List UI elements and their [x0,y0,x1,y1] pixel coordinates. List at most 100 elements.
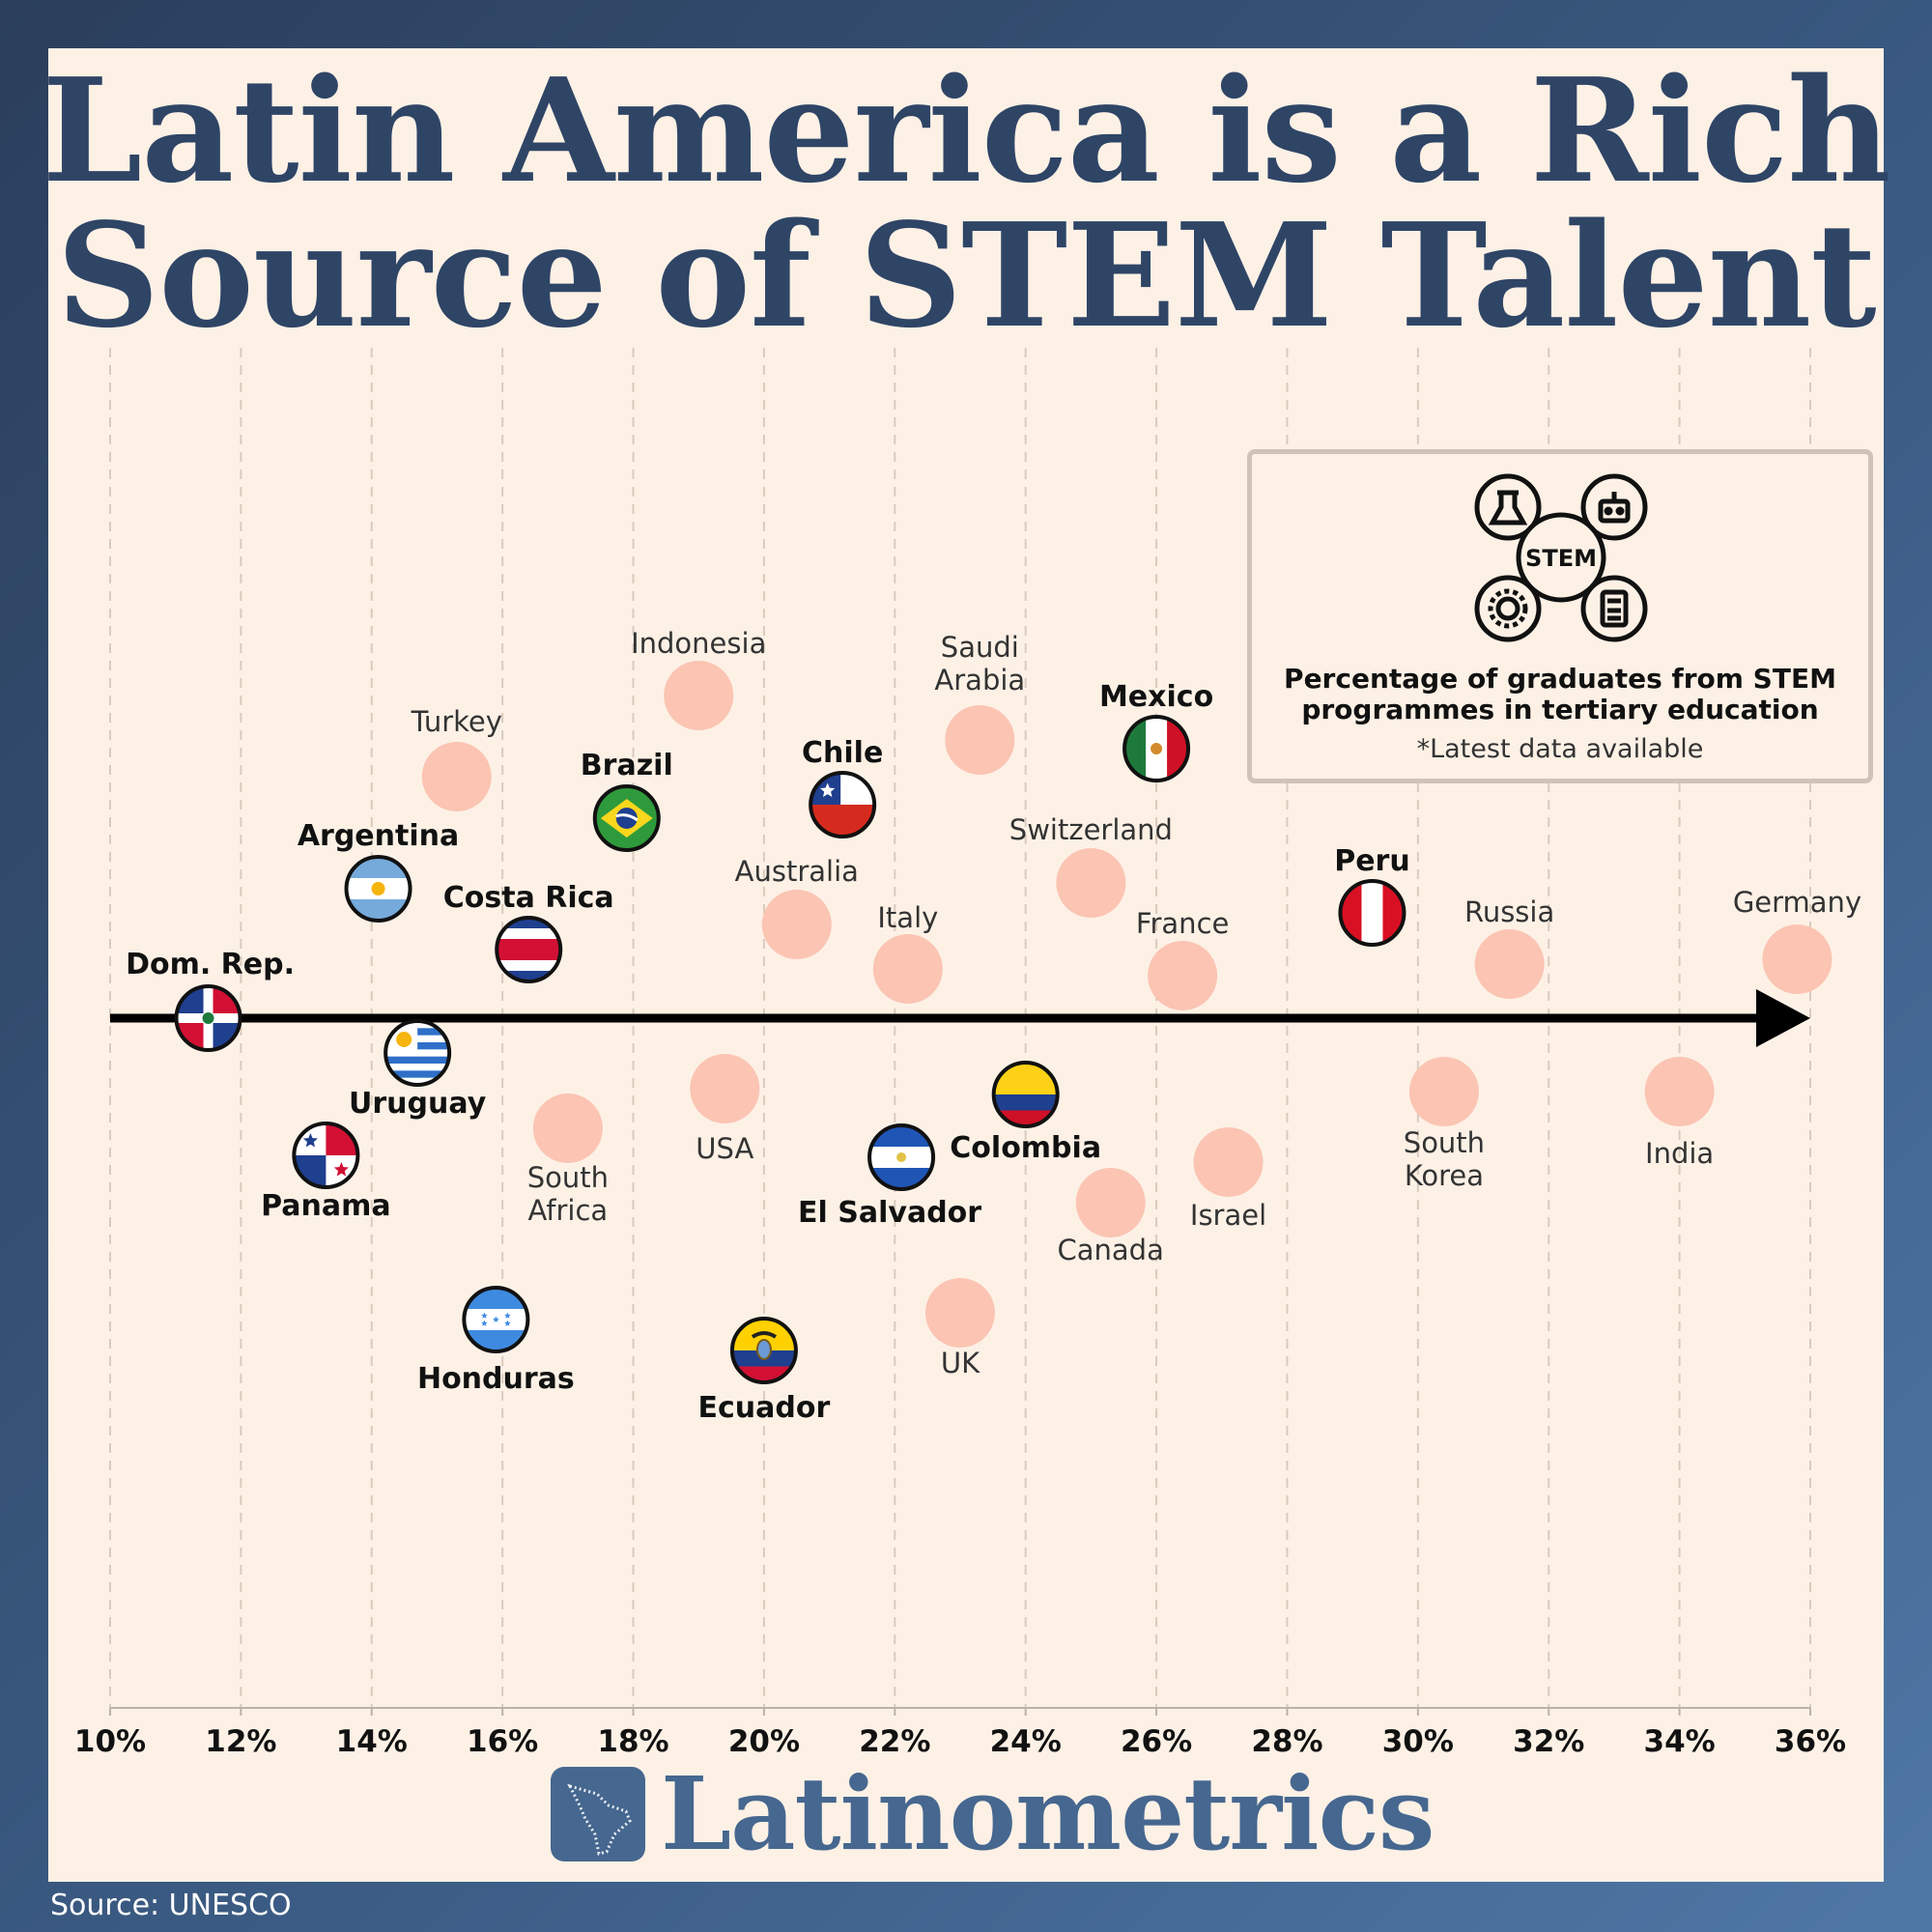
country-marker [592,784,661,852]
x-tick-label: 24% [990,1724,1062,1759]
country-label: Chile [802,736,883,770]
stem-icon-label: STEM [1525,545,1597,572]
country-dot [872,934,943,1004]
x-tick-label: 10% [74,1724,146,1759]
x-tick-label: 32% [1513,1724,1584,1759]
country-label: France [1136,907,1229,940]
country-label: Ecuador [698,1391,831,1425]
brand: Latinometrics [551,1754,1435,1873]
country-marker [991,1061,1060,1128]
country-label: Canada [1058,1234,1164,1266]
flag-outline [991,1061,1060,1128]
flag-outline [729,1317,798,1384]
flag-outline [867,1123,936,1191]
country-label: Italy [877,901,938,934]
country-marker [1122,715,1191,782]
country-dot [532,1094,603,1163]
flag-outline [1122,715,1191,782]
country-dot [1193,1127,1264,1197]
title-line-1: Latin America is a Rich [42,46,1890,214]
country-label: Saudi Arabia [934,631,1025,696]
latin-america-map-icon [551,1767,645,1861]
flag-outline [174,984,242,1052]
chart-title: Latin America is a Rich Source of STEM T… [0,58,1932,348]
country-dot [421,742,492,811]
country-label: Peru [1334,844,1410,878]
country-label: Turkey [411,705,502,738]
country-dot [664,661,734,730]
country-label: South Korea [1404,1126,1485,1192]
country-marker [1338,879,1406,947]
country-label: Brazil [581,749,673,782]
country-marker [462,1286,530,1353]
other-countries [421,661,1833,1348]
legend-title: Percentage of graduates from STEM progra… [1252,664,1868,725]
country-dot [1644,1057,1715,1126]
country-marker [344,855,412,923]
country-label: Costa Rica [443,881,614,915]
title-line-2: Source of STEM Talent [56,191,1876,359]
latin-america-countries [174,715,1406,1384]
chart-panel [48,48,1884,1882]
country-marker [384,1019,452,1087]
country-dot [1075,1168,1146,1237]
country-dot [1148,941,1218,1010]
country-label: Germany [1733,886,1861,919]
country-dot [690,1054,760,1123]
country-label: Switzerland [1009,813,1173,846]
country-marker [809,771,877,838]
flag-outline [592,784,661,852]
country-label: UK [941,1347,980,1379]
legend-box: STEM Percentage of graduates from STEM p… [1247,449,1873,783]
country-label: Dom. Rep. [126,948,295,981]
brand-name: Latinometrics [661,1754,1435,1873]
country-dot [925,1278,995,1348]
country-dot [1474,929,1545,999]
x-tick-label: 26% [1121,1724,1192,1759]
country-label: Uruguay [349,1087,487,1121]
country-label: El Salvador [798,1196,981,1230]
legend-title-line-1: Percentage of graduates from STEM [1284,663,1836,695]
country-marker [729,1317,798,1384]
source-note: Source: UNESCO [50,1889,292,1922]
x-tick-label: 14% [336,1724,408,1759]
country-label: South Africa [527,1161,609,1227]
country-marker [867,1123,936,1191]
country-marker [495,916,563,983]
country-label: Panama [261,1189,391,1223]
country-label: Mexico [1099,680,1213,714]
legend-title-line-2: programmes in tertiary education [1301,694,1819,725]
x-tick-label: 12% [205,1724,276,1759]
country-label: Russia [1464,895,1554,928]
x-tick-label: 34% [1644,1724,1716,1759]
flag-outline [384,1019,452,1087]
x-tick-label: 28% [1251,1724,1322,1759]
country-label: USA [696,1132,753,1165]
country-label: Argentina [298,819,459,853]
flag-outline [462,1286,530,1353]
gridlines [109,348,1811,1708]
x-tick-label: 22% [859,1724,930,1759]
flag-outline [344,855,412,923]
flag-outline [809,771,877,838]
x-tick-label: 30% [1382,1724,1454,1759]
x-tick-label: 36% [1775,1724,1846,1759]
country-dot [1762,924,1833,994]
flag-outline [495,916,563,983]
country-dot [1056,848,1126,918]
country-dot [1408,1057,1479,1126]
country-marker [174,984,242,1052]
country-dot [761,890,832,959]
country-label: India [1645,1137,1714,1170]
country-label: Indonesia [631,627,766,660]
country-label: Colombia [950,1131,1101,1165]
arrow-head [1756,989,1810,1047]
flag-outline [1338,879,1406,947]
x-tick-label: 16% [467,1724,538,1759]
flag-outline [292,1122,360,1189]
country-label: Australia [735,855,859,888]
country-label: Honduras [417,1362,575,1396]
x-tick-label: 18% [597,1724,668,1759]
country-dot [945,705,1015,775]
